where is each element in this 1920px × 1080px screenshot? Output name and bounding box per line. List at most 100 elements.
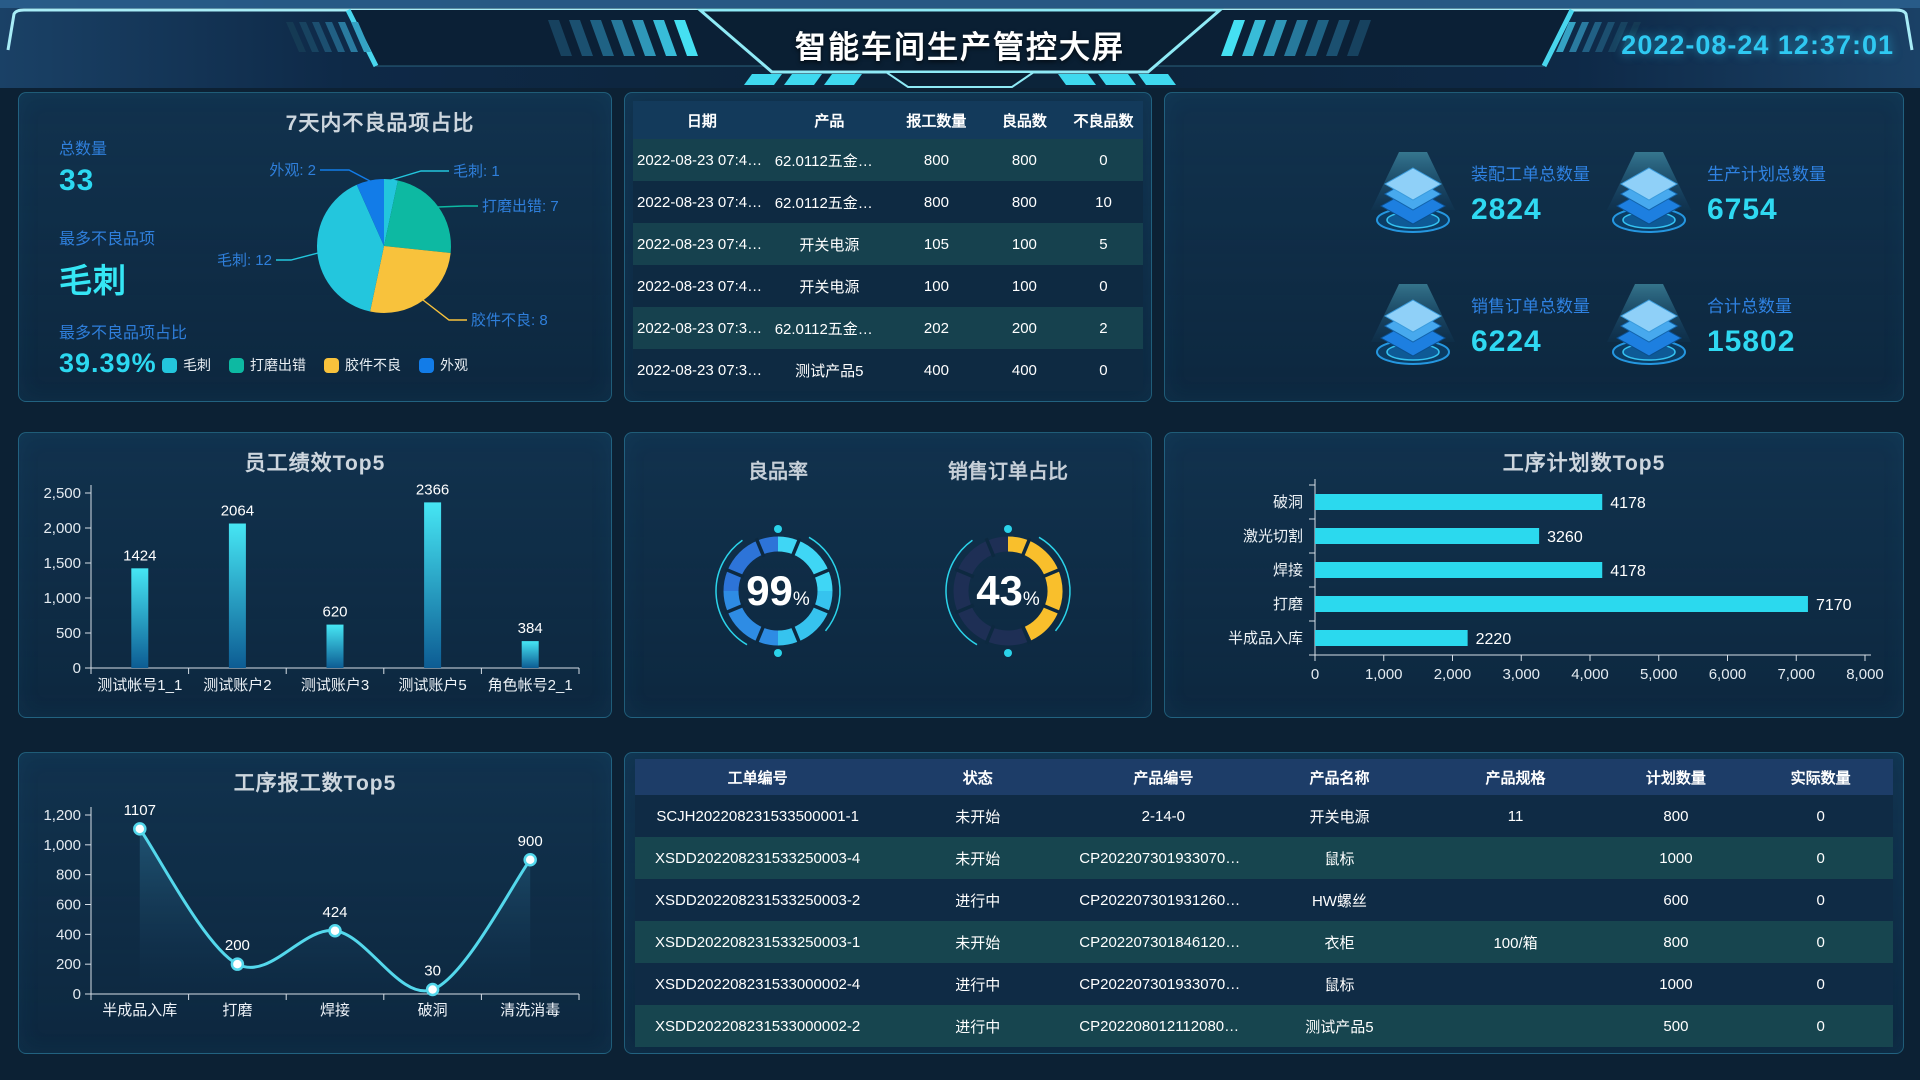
gauge-segment-gap — [1041, 603, 1062, 615]
legend-item: 外观 — [419, 355, 468, 375]
gauge-ring-segment — [723, 590, 779, 646]
table-cell: 2022-08-23 07:39:41 — [637, 319, 771, 337]
table-cell: 200 — [1011, 319, 1037, 337]
pie-leader-line — [422, 299, 467, 321]
y-category-label: 激光切割 — [1243, 528, 1303, 545]
legend-item: 胶件不良 — [324, 355, 401, 375]
x-category-label: 测试账户2 — [203, 677, 271, 694]
data-point — [425, 982, 440, 997]
header-stripe — [1221, 20, 1245, 56]
gauge-deco-arc — [808, 536, 841, 632]
stat-card: 生产计划总数量 6754 — [1601, 148, 1920, 274]
legend-swatch-icon — [229, 357, 244, 373]
header-stripe — [1595, 22, 1615, 52]
y-tick-label: 200 — [56, 956, 81, 973]
perf-bar-chart: 0 500 1,000 1,500 2,000 2,500 1424 测试帐号1_1 2064 测… — [43, 481, 580, 694]
y-tick-label: 1,500 — [43, 555, 81, 572]
chart-shape: 99 — [746, 567, 793, 614]
table-row: 2022-08-23 07:40:49 开关电源 105 100 5 — [633, 223, 1143, 265]
table-cell: 0 — [1099, 277, 1108, 295]
stat-label: 最多不良品项占比 — [59, 325, 188, 342]
table-cell: XSDD202208231533000002-4 — [655, 975, 861, 993]
y-category-label: 焊接 — [1273, 562, 1303, 579]
x-tick-label: 1,000 — [1365, 666, 1403, 683]
stat-card-text: 合计总数量 15802 — [1707, 292, 1795, 359]
header-stripe — [1347, 20, 1371, 56]
data-point — [133, 822, 147, 836]
table-row: XSDD202208231533250003-1 未开始 CP20220730184… — [635, 921, 1893, 963]
header-dash — [744, 74, 782, 85]
work-order-table-wrap: 工单编号 状态 产品编号 产品名称 产品规格 计划数量 实际数量 SCJH2022082315… — [635, 759, 1893, 1047]
header-top-strip — [0, 0, 1920, 8]
point-value-label: 900 — [518, 833, 543, 850]
stat-label: 总数量 — [59, 141, 108, 158]
table-cell: 800 — [1011, 193, 1037, 211]
gauge-deco-dot — [1004, 649, 1012, 657]
table-header-row: 工单编号 状态 产品编号 产品名称 产品规格 计划数量 实际数量 — [635, 759, 1893, 795]
table-cell: 开关电源 — [799, 236, 860, 254]
y-category-label: 半成品入库 — [1228, 630, 1303, 647]
stat-card: 装配工单总数量 2824 — [1365, 148, 1695, 274]
panel-report-line: 工序报工数Top5 0 200 400 600 800 1,000 1,200 1107 半成品… — [18, 752, 612, 1054]
pie-slice — [370, 246, 451, 314]
table-cell: 1000 — [1659, 849, 1693, 867]
plan-hbar-chart: 0 1,000 2,000 3,000 4,000 5,000 6,000 7,000 8,00… — [1228, 479, 1884, 683]
header-stripe — [1582, 22, 1602, 52]
stat-value: 33 — [59, 164, 95, 197]
data-point — [523, 853, 537, 867]
table-cell: 0 — [1099, 151, 1108, 169]
pie-leader-line — [320, 169, 371, 182]
legend-swatch-icon — [162, 357, 177, 373]
header-stripe — [1556, 22, 1576, 52]
bar-value-label: 2220 — [1476, 631, 1512, 648]
header-dash — [784, 74, 822, 85]
table-cell: CP202207301931260002 — [1079, 891, 1251, 909]
panel-plan-hbar: 工序计划数Top5 0 1,000 2,000 3,000 4,000 5,000 6,00… — [1164, 432, 1904, 718]
line-area — [139, 828, 531, 994]
table-cell: 0 — [1816, 849, 1825, 867]
header-stripe — [1621, 22, 1641, 52]
pie-leader-line — [390, 170, 449, 181]
gauge-segment-gap — [811, 567, 832, 579]
y-tick-label: 1,000 — [43, 590, 81, 607]
x-category-label: 破洞 — [418, 1002, 448, 1019]
y-tick-label: 500 — [56, 625, 81, 642]
header-stripe — [351, 22, 371, 52]
stat-value: 6754 — [1707, 193, 1778, 226]
gauge-segment-gap — [984, 537, 996, 558]
table-cell: 2022-08-23 07:39:08 — [637, 361, 771, 379]
stat-value: 15802 — [1707, 325, 1796, 358]
table-cell: 2022-08-23 07:40:49 — [637, 235, 771, 253]
table-cell: 100 — [1011, 277, 1037, 295]
bar-value-label: 3260 — [1547, 529, 1583, 546]
table-row: 2022-08-23 07:42:06 62.0112五金制作 800 800 10 — [633, 181, 1143, 223]
column-header: 产品编号 — [1133, 769, 1194, 787]
x-category-label: 焊接 — [320, 1002, 350, 1019]
column-header: 日期 — [686, 112, 717, 130]
pie-leader-line — [276, 252, 319, 261]
header-stripe — [548, 20, 572, 56]
table-cell: 105 — [923, 235, 949, 253]
table-cell — [1428, 879, 1604, 921]
table-cell: 800 — [923, 151, 949, 169]
table-cell: 0 — [1816, 975, 1825, 993]
header-stripe — [1242, 20, 1266, 56]
table-cell: 62.0112五金制作 — [774, 152, 888, 170]
pie-slice-label: 打磨出错: 7 — [482, 198, 559, 215]
column-header: 良品数 — [1001, 112, 1047, 130]
table-cell: 400 — [923, 361, 949, 379]
header-stripe — [1263, 20, 1287, 56]
gauge-deco-dot — [1004, 525, 1012, 533]
chart-shape: % — [793, 589, 810, 610]
pie-slice — [384, 180, 451, 253]
bar-value-label: 620 — [322, 604, 347, 621]
gauge-deco-arc — [715, 539, 748, 646]
table-cell: 鼠标 — [1324, 850, 1355, 868]
bar-value-label: 384 — [518, 620, 543, 637]
stat-card-text: 销售订单总数量 6224 — [1471, 292, 1590, 359]
table-cell: 2022-08-23 07:40:02 — [637, 277, 771, 295]
legend-label: 打磨出错 — [250, 357, 306, 373]
bar — [228, 523, 246, 668]
point-value-label: 30 — [424, 963, 441, 980]
gauge-segment-gap — [1041, 567, 1062, 579]
